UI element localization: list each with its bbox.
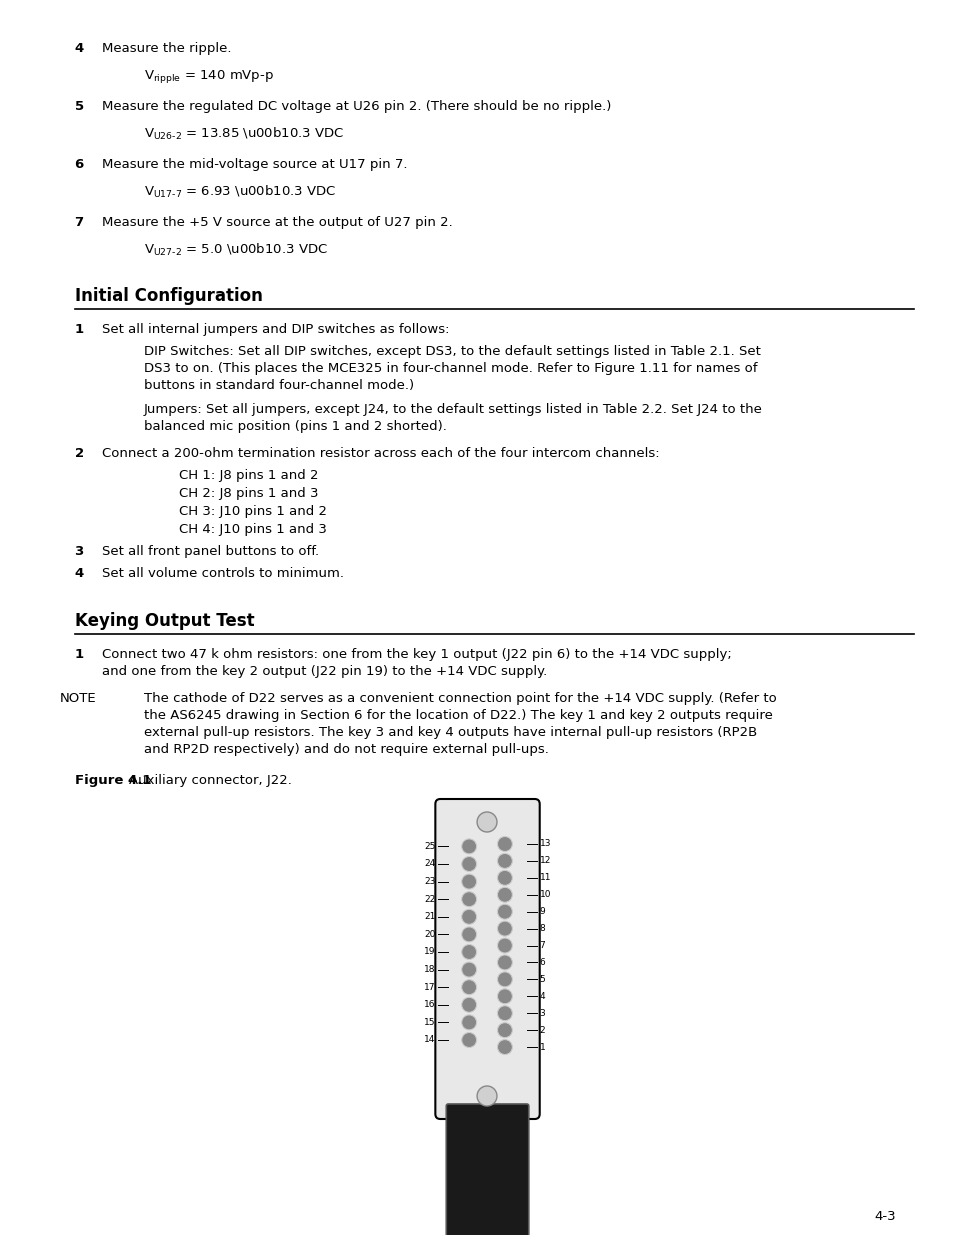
Text: 6: 6 [74,158,84,170]
Text: 1: 1 [74,324,84,336]
Text: 4-3: 4-3 [874,1210,896,1223]
Text: CH 1: J8 pins 1 and 2: CH 1: J8 pins 1 and 2 [179,469,318,482]
Circle shape [461,874,476,889]
Text: 16: 16 [423,1000,435,1009]
Text: 1: 1 [539,1042,545,1051]
Circle shape [461,998,476,1013]
Circle shape [461,857,476,872]
FancyBboxPatch shape [435,799,539,1119]
Circle shape [461,909,476,924]
Circle shape [497,989,512,1004]
Circle shape [497,836,512,851]
Text: 17: 17 [423,983,435,992]
Circle shape [497,1005,512,1021]
Text: 6: 6 [539,958,545,967]
Circle shape [497,921,512,936]
Text: 2: 2 [74,447,84,459]
Circle shape [461,1032,476,1047]
Text: Set all front panel buttons to off.: Set all front panel buttons to off. [102,545,319,558]
Circle shape [497,1023,512,1037]
Text: Measure the +5 V source at the output of U27 pin 2.: Measure the +5 V source at the output of… [102,216,453,228]
Text: 15: 15 [423,1018,435,1026]
Circle shape [461,1015,476,1030]
Circle shape [476,811,497,832]
Text: 21: 21 [423,913,435,921]
Text: DIP Switches: Set all DIP switches, except DS3, to the default settings listed i: DIP Switches: Set all DIP switches, exce… [144,345,760,391]
Text: The cathode of D22 serves as a convenient connection point for the +14 VDC suppl: The cathode of D22 serves as a convenien… [144,692,776,756]
Text: 4: 4 [74,567,84,580]
Circle shape [461,839,476,853]
Text: 5: 5 [539,974,545,984]
Text: Figure 4.1: Figure 4.1 [74,774,151,787]
Text: 22: 22 [424,894,435,904]
Text: Set all internal jumpers and DIP switches as follows:: Set all internal jumpers and DIP switche… [102,324,450,336]
Text: 24: 24 [424,860,435,868]
Text: NOTE: NOTE [60,692,96,705]
Text: Measure the ripple.: Measure the ripple. [102,42,232,56]
Text: Initial Configuration: Initial Configuration [74,287,262,305]
Text: V$_{\rm U17\text{-}7}$ = 6.93 \u00b10.3 VDC: V$_{\rm U17\text{-}7}$ = 6.93 \u00b10.3 … [144,184,336,200]
Circle shape [461,892,476,906]
Circle shape [461,927,476,942]
Text: 4: 4 [74,42,84,56]
Text: 20: 20 [423,930,435,939]
Text: 1: 1 [74,648,84,661]
Text: Connect two 47 k ohm resistors: one from the key 1 output (J22 pin 6) to the +14: Connect two 47 k ohm resistors: one from… [102,648,731,678]
Text: 5: 5 [74,100,84,112]
Circle shape [461,962,476,977]
Circle shape [497,871,512,885]
Circle shape [497,853,512,868]
Text: CH 4: J10 pins 1 and 3: CH 4: J10 pins 1 and 3 [179,522,327,536]
Circle shape [461,945,476,960]
Text: 7: 7 [74,216,84,228]
Text: 7: 7 [539,941,545,950]
Text: Keying Output Test: Keying Output Test [74,613,253,630]
Text: 11: 11 [539,873,551,882]
Text: 25: 25 [423,842,435,851]
Text: Jumpers: Set all jumpers, except J24, to the default settings listed in Table 2.: Jumpers: Set all jumpers, except J24, to… [144,403,762,433]
Text: 3: 3 [539,1009,545,1018]
Text: Connect a 200-ohm termination resistor across each of the four intercom channels: Connect a 200-ohm termination resistor a… [102,447,659,459]
Text: 10: 10 [539,890,551,899]
Circle shape [497,904,512,919]
Text: Set all volume controls to minimum.: Set all volume controls to minimum. [102,567,344,580]
Text: V$_{\rm U26\text{-}2}$ = 13.85 \u00b10.3 VDC: V$_{\rm U26\text{-}2}$ = 13.85 \u00b10.3… [144,126,344,142]
Text: V$_{\rm U27\text{-}2}$ = 5.0 \u00b10.3 VDC: V$_{\rm U27\text{-}2}$ = 5.0 \u00b10.3 V… [144,242,328,258]
Text: V$_{\rm ripple}$ = 140 mVp-p: V$_{\rm ripple}$ = 140 mVp-p [144,68,274,85]
Circle shape [497,1040,512,1055]
Text: Auxiliary connector, J22.: Auxiliary connector, J22. [129,774,292,787]
Circle shape [497,887,512,903]
Circle shape [461,979,476,994]
Text: 13: 13 [539,840,551,848]
Text: 19: 19 [423,947,435,956]
Text: 9: 9 [539,908,545,916]
Text: Measure the regulated DC voltage at U26 pin 2. (There should be no ripple.): Measure the regulated DC voltage at U26 … [102,100,611,112]
Text: 18: 18 [423,965,435,974]
Text: 4: 4 [539,992,545,1000]
Text: 23: 23 [423,877,435,885]
Circle shape [497,955,512,969]
Circle shape [497,939,512,953]
Text: 8: 8 [539,924,545,934]
Circle shape [497,972,512,987]
Text: 2: 2 [539,1025,545,1035]
Text: 3: 3 [74,545,84,558]
Text: 14: 14 [423,1035,435,1045]
Circle shape [476,1086,497,1107]
FancyBboxPatch shape [446,1104,528,1235]
Text: 12: 12 [539,856,551,866]
Text: Measure the mid-voltage source at U17 pin 7.: Measure the mid-voltage source at U17 pi… [102,158,408,170]
Text: CH 2: J8 pins 1 and 3: CH 2: J8 pins 1 and 3 [179,487,318,500]
Text: CH 3: J10 pins 1 and 2: CH 3: J10 pins 1 and 2 [179,505,327,517]
